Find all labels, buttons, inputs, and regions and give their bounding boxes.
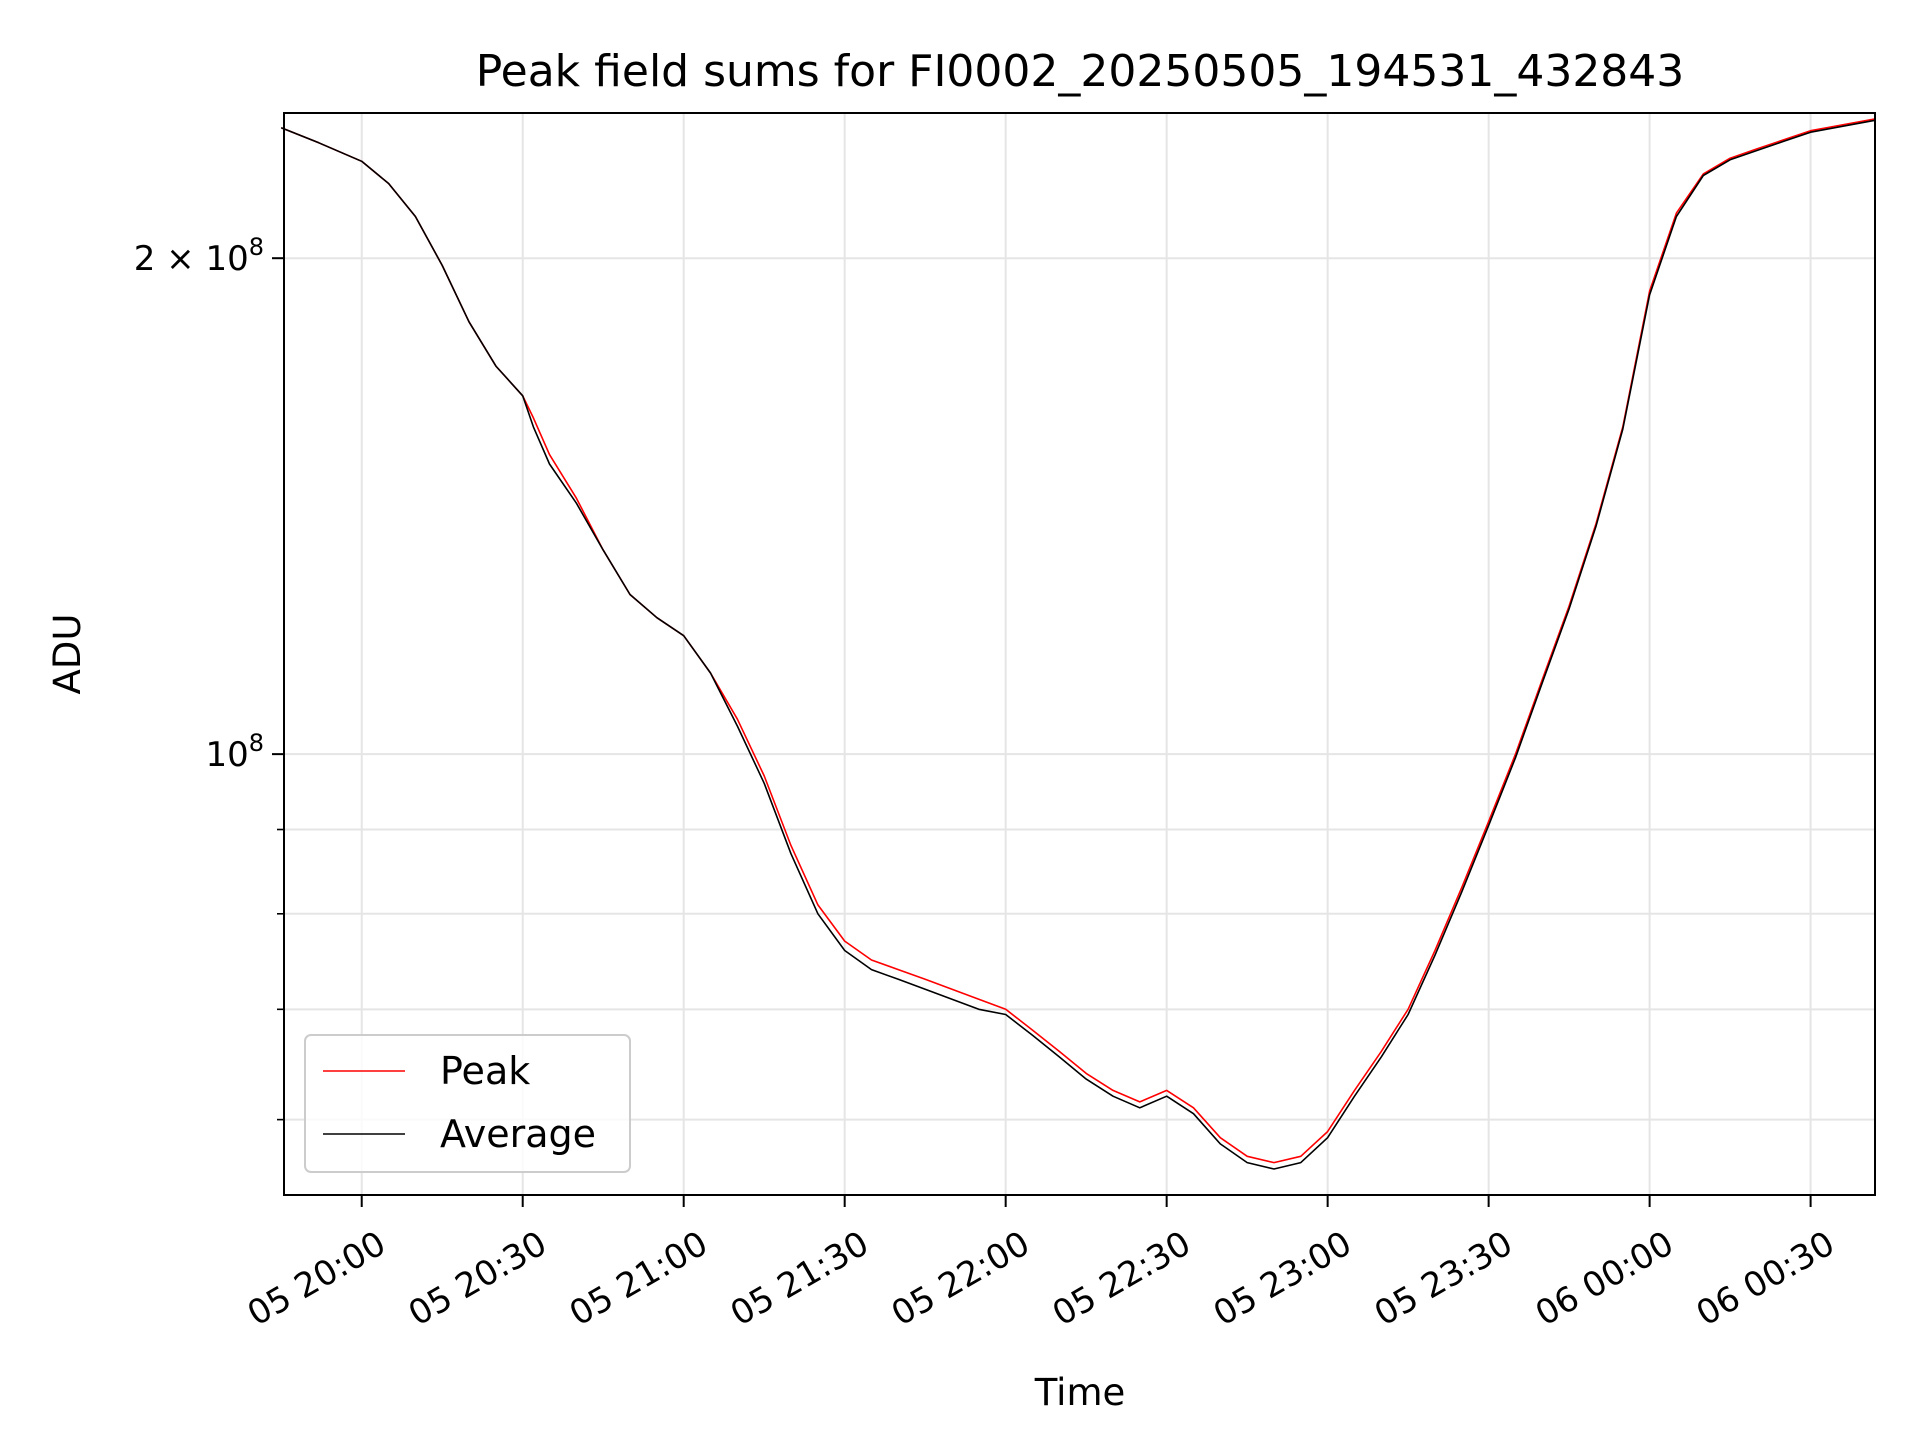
legend-box xyxy=(304,1034,631,1173)
chart-title: Peak field sums for FI0002_20250505_1945… xyxy=(476,46,1685,97)
legend: Peak Average xyxy=(304,1034,631,1173)
x-axis-label: Time xyxy=(1034,1371,1126,1414)
legend-peak-label: Peak xyxy=(440,1049,530,1093)
grid xyxy=(284,113,1875,1195)
plot-frame xyxy=(283,112,1876,1196)
y-tick-label: 2 × 108 xyxy=(134,233,264,279)
y-tick-label: 108 xyxy=(205,729,264,775)
legend-average-label: Average xyxy=(440,1112,596,1156)
series-line-average xyxy=(280,119,1876,1170)
series-line-peak xyxy=(280,118,1876,1164)
series-layer xyxy=(280,118,1876,1170)
y-axis-label: ADU xyxy=(46,614,89,695)
